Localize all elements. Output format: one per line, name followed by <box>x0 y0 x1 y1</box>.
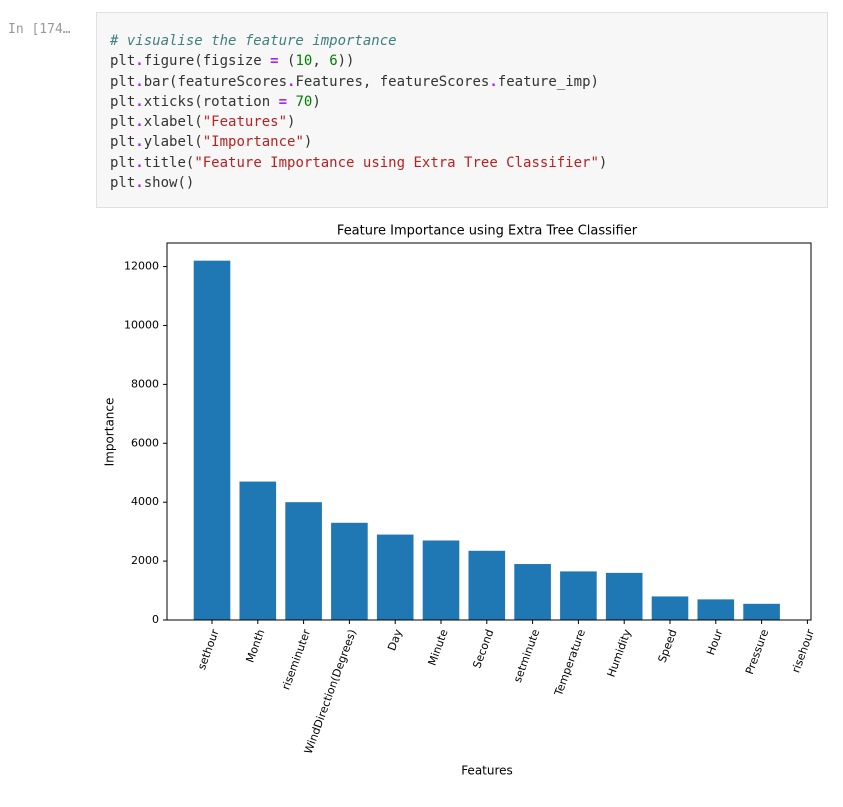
code-token: . <box>135 175 144 192</box>
bar <box>514 564 551 620</box>
code-token: Features, featureScores <box>295 73 490 90</box>
code-token: ) <box>312 93 321 110</box>
code-token: "Importance" <box>202 134 304 151</box>
bar <box>331 522 368 620</box>
x-tick-label: Second <box>470 628 496 670</box>
code-token: . <box>135 114 144 131</box>
code-line: plt.bar(featureScores.Features, featureS… <box>110 72 607 92</box>
x-tick-label: Humidity <box>605 627 634 679</box>
bar <box>605 572 643 620</box>
code-token: plt <box>110 175 136 192</box>
code-token: bar(featureScores <box>143 73 288 90</box>
y-tick-label: 0 <box>152 613 159 626</box>
x-tick-label: Speed <box>656 628 680 665</box>
code-token: plt <box>110 73 136 90</box>
x-tick-label: Hour <box>704 627 725 657</box>
code-token: plt <box>110 154 136 171</box>
cell-prompt: In [174… <box>8 22 71 37</box>
y-tick-label: 10000 <box>124 318 159 331</box>
y-axis-label: Importance <box>103 398 117 467</box>
y-tick-label: 4000 <box>131 495 159 508</box>
plot-frame <box>166 242 812 621</box>
code-line: plt.show() <box>110 173 607 193</box>
code-token: plt <box>110 93 136 110</box>
code-token: xticks(rotation <box>143 93 279 110</box>
code-token: show() <box>143 175 195 192</box>
code-token: 6 <box>329 53 338 70</box>
code-token: figure(figsize <box>143 53 271 70</box>
code-token: . <box>135 93 144 110</box>
code-token: ) <box>303 134 313 151</box>
code-token: xlabel( <box>143 114 203 131</box>
x-tick-label: Minute <box>426 627 451 667</box>
code-cell[interactable]: # visualise the feature importance plt.fi… <box>96 12 828 208</box>
x-axis-label: Features <box>461 764 513 778</box>
x-tick-label: Day <box>385 627 405 652</box>
code-token: . <box>489 73 498 90</box>
y-tick-label: 12000 <box>124 260 159 273</box>
code-token: ) <box>598 154 608 171</box>
code-token: ) <box>287 114 296 131</box>
bar <box>651 596 689 620</box>
x-tick-label: Pressure <box>743 627 771 676</box>
bar <box>285 502 322 620</box>
code-token: . <box>135 134 144 151</box>
code-token: . <box>135 154 144 171</box>
code-token: ( <box>278 53 296 70</box>
x-tick-label: WindDirection(Degrees) <box>302 628 359 756</box>
code-token: , <box>312 53 330 70</box>
code-token: 10 <box>295 53 313 70</box>
x-tick-label: riseminuter <box>279 627 313 691</box>
code-token: plt <box>110 134 136 151</box>
code-token: ylabel( <box>143 134 203 151</box>
x-tick-label: Temperature <box>552 627 588 698</box>
code-token: 70 <box>295 93 313 110</box>
bar <box>239 481 277 620</box>
x-tick-label: setminute <box>511 627 542 684</box>
bar <box>468 550 506 620</box>
code-line: plt.ylabel("Importance") <box>110 132 607 152</box>
code-line: plt.xlabel("Features") <box>110 112 607 132</box>
bar <box>422 540 460 620</box>
code-line: plt.figure(figsize = (10, 6)) <box>110 51 607 71</box>
code-token: )) <box>337 53 355 70</box>
y-tick-label: 6000 <box>131 436 159 449</box>
code-token: = <box>270 53 279 70</box>
code-token: title( <box>143 154 195 171</box>
code-token: # visualise the feature importance <box>110 33 397 49</box>
code-token: = <box>278 93 288 110</box>
chart-title: Feature Importance using Extra Tree Clas… <box>337 224 638 239</box>
code-token: plt <box>110 114 136 131</box>
y-tick-label: 2000 <box>131 554 159 567</box>
code-block: # visualise the feature importance plt.fi… <box>110 31 607 193</box>
code-token: . <box>287 73 296 90</box>
code-token: feature_imp) <box>497 73 599 90</box>
bar <box>743 603 780 620</box>
code-line: plt.title("Feature Importance using Extr… <box>110 153 607 173</box>
code-token: . <box>135 73 144 90</box>
bar <box>376 534 414 620</box>
bar <box>193 260 231 620</box>
bar <box>560 571 597 620</box>
x-tick-label: Month <box>243 628 267 665</box>
code-token: plt <box>110 53 136 70</box>
x-tick-label: risehour <box>789 627 817 674</box>
code-line: plt.xticks(rotation = 70) <box>110 92 607 112</box>
code-token: . <box>135 53 144 70</box>
bar <box>697 599 735 620</box>
code-token: "Features" <box>202 114 288 131</box>
x-tick-label: sethour <box>195 627 222 671</box>
code-line: # visualise the feature importance <box>110 31 607 51</box>
code-token: "Feature Importance using Extra Tree Cla… <box>194 154 599 171</box>
y-tick-label: 8000 <box>131 377 159 390</box>
